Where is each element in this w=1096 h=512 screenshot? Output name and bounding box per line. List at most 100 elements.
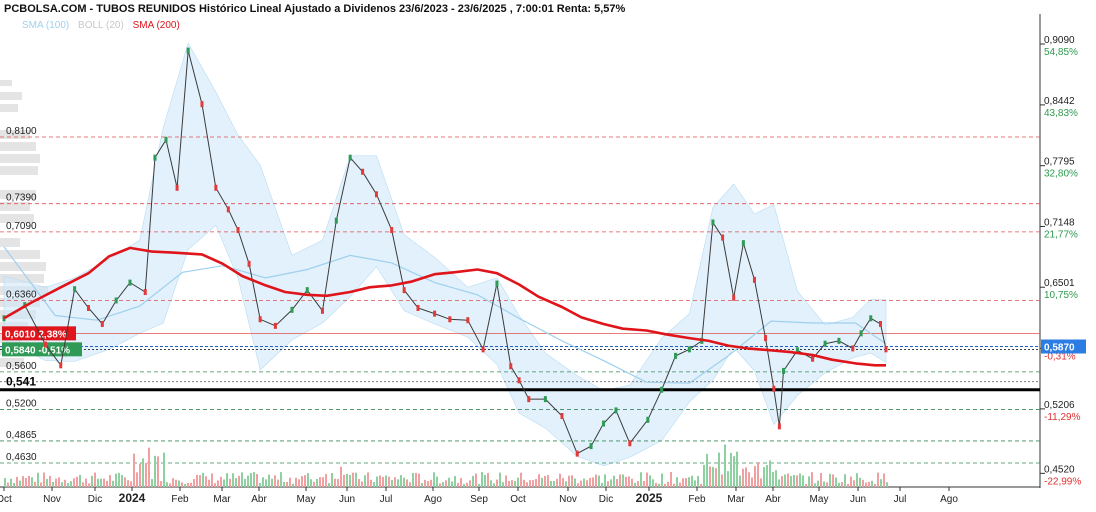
price-candle	[290, 306, 294, 313]
volume-bar	[556, 478, 558, 487]
volume-bar	[625, 476, 627, 487]
volume-bar	[223, 479, 225, 487]
x-axis-label: Abr	[251, 494, 267, 505]
volume-bar	[199, 475, 201, 487]
volume-bar	[349, 474, 351, 487]
volume-bar	[103, 478, 105, 487]
volume-bar	[337, 479, 339, 487]
volume-bar	[844, 474, 846, 487]
volume-bar	[346, 473, 348, 487]
volume-bar	[202, 472, 204, 487]
volume-bar	[655, 482, 657, 487]
volume-bar	[649, 475, 651, 487]
x-axis-label: Jun	[339, 494, 355, 505]
volume-bar	[748, 472, 750, 487]
x-axis-label: Oct	[510, 494, 526, 505]
volume-bar	[682, 478, 684, 487]
price-candle	[305, 287, 309, 294]
right-axis-label: 0,4520	[1044, 464, 1075, 475]
x-axis-label: Dic	[88, 494, 102, 505]
right-axis-pct: 10,75%	[1044, 290, 1078, 301]
volume-bar	[859, 477, 861, 487]
volume-bar	[652, 479, 654, 487]
price-candle	[687, 346, 691, 353]
volume-bar	[754, 466, 756, 487]
volume-bar	[226, 473, 228, 487]
right-axis-label: 0,5206	[1044, 400, 1075, 411]
volume-bar	[661, 473, 663, 487]
x-axis-label: Ago	[940, 494, 958, 505]
sma200-line	[3, 246, 886, 367]
volume-bar	[562, 478, 564, 487]
volume-bar	[283, 482, 285, 487]
last-price-tag	[1041, 339, 1086, 354]
price-candle	[721, 234, 725, 241]
volume-bar	[751, 477, 753, 487]
volume-bar	[25, 478, 27, 487]
price-candle	[153, 154, 157, 161]
x-axis-label: 2024	[119, 491, 146, 505]
right-axis-pct: 43,83%	[1044, 108, 1078, 119]
chart-title: PCBOLSA.COM - TUBOS REUNIDOS Histórico L…	[4, 3, 626, 15]
volume-bar	[205, 476, 207, 487]
volume-bar	[709, 466, 711, 487]
price-candle	[258, 316, 262, 323]
volume-bar	[481, 472, 483, 487]
volume-bar	[154, 455, 156, 487]
volume-bar	[841, 482, 843, 487]
volume-bar	[40, 482, 42, 487]
volume-bar	[280, 472, 282, 487]
volume-bar	[64, 479, 66, 487]
volume-bar	[196, 474, 198, 487]
volume-bar	[469, 480, 471, 487]
volume-bar	[169, 483, 171, 487]
volume-bar	[190, 482, 192, 487]
price-candle	[175, 184, 179, 191]
volume-bar	[388, 476, 390, 487]
price-candle	[481, 346, 485, 353]
volume-bar	[256, 474, 258, 487]
volume-bar	[529, 480, 531, 487]
volume-bar	[121, 475, 123, 487]
volume-bar	[628, 476, 630, 487]
volume-bar	[559, 473, 561, 487]
volume-bar	[100, 478, 102, 487]
price-candle	[811, 355, 815, 362]
volume-bar	[604, 474, 606, 487]
price-tag-red-label: 0,6010 2,38%	[5, 329, 67, 340]
volume-bar	[634, 482, 636, 487]
volume-bar	[730, 452, 732, 487]
volume-bar	[37, 472, 39, 487]
bollinger-band	[3, 42, 887, 467]
volume-bar	[397, 479, 399, 487]
volume-profile-bar	[0, 166, 38, 175]
price-candle	[614, 407, 618, 414]
volume-profile-bar	[0, 238, 20, 247]
volume-bar	[589, 478, 591, 487]
price-candle	[402, 287, 406, 294]
volume-bar	[421, 482, 423, 487]
x-axis-label: Mar	[213, 494, 231, 505]
x-axis-label: Oct	[0, 494, 12, 505]
level-label: 0,7090	[6, 221, 37, 232]
right-axis-label: 0,8442	[1044, 96, 1075, 107]
volume-bar	[28, 475, 30, 487]
price-candle	[772, 385, 776, 392]
price-candle	[466, 317, 470, 324]
price-tag-green-label: 0,5840 -0,51%	[5, 345, 70, 356]
volume-bar	[430, 479, 432, 487]
volume-bar	[220, 476, 222, 487]
volume-bar	[67, 483, 69, 487]
price-candle	[851, 345, 855, 352]
volume-bar	[232, 473, 234, 487]
volume-bar	[865, 482, 867, 487]
volume-bar	[193, 479, 195, 487]
volume-profile-bar	[0, 130, 30, 139]
volume-bar	[376, 476, 378, 487]
volume-bar	[187, 482, 189, 487]
volume-bar	[145, 462, 147, 487]
volume-profile-bar	[0, 214, 34, 223]
volume-bar	[265, 479, 267, 487]
volume-bar	[475, 473, 477, 487]
volume-bar	[796, 475, 798, 487]
